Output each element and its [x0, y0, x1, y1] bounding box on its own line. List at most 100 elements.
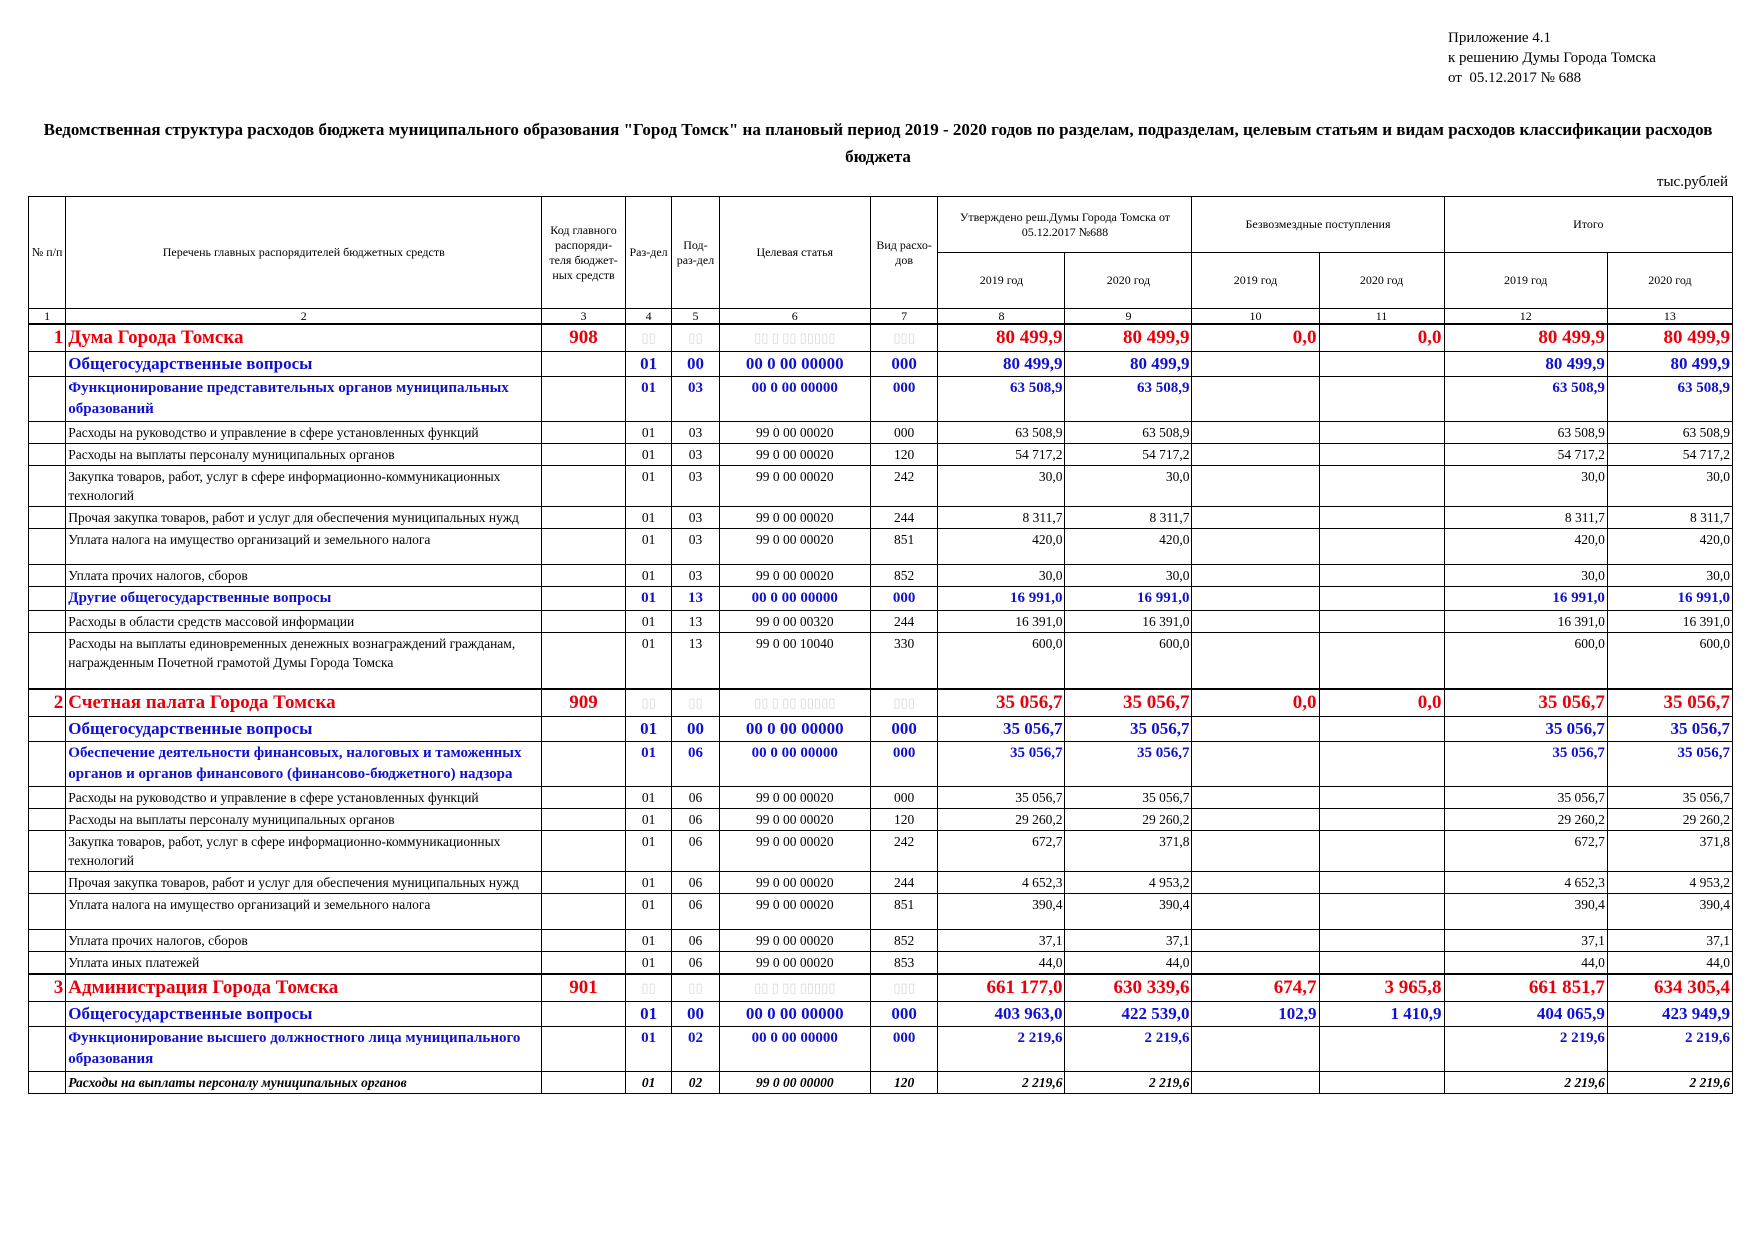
row-statya: 99 0 00 00020	[718, 465, 871, 507]
row-approved-2019: 672,7	[937, 829, 1066, 872]
column-number: 2	[65, 308, 543, 325]
row-free-2019	[1191, 351, 1320, 377]
row-name: Другие общегосударственные вопросы	[65, 586, 543, 611]
column-number-row: 1 2 3 4 5 6 7 8 9 10 11 12 13	[27, 308, 1734, 325]
column-number: 11	[1318, 308, 1445, 325]
row-vid: ▯▯▯	[869, 687, 939, 717]
row-vid: 330	[869, 632, 939, 689]
row-approved-2020: 29 260,2	[1064, 807, 1193, 831]
row-free-2019	[1191, 564, 1320, 587]
row-statya: 00 0 00 00000	[718, 586, 871, 611]
row-name: Прочая закупка товаров, работ и услуг дл…	[65, 870, 543, 894]
row-approved-2020: 35 056,7	[1064, 785, 1193, 809]
row-free-2020	[1318, 740, 1445, 787]
row-approved-2019: 2 219,6	[937, 1070, 1066, 1094]
row-name: Закупка товаров, работ, услуг в сфере ин…	[65, 465, 543, 507]
row-number	[27, 586, 67, 611]
budget-table: № п/п Перечень главных распорядителей бю…	[27, 196, 1734, 1094]
row-code	[541, 586, 626, 611]
row-approved-2019: 661 177,0	[937, 972, 1066, 1002]
row-razdel: 01	[624, 892, 673, 930]
row-approved-2020: 8 311,7	[1064, 506, 1193, 529]
row-number	[27, 443, 67, 466]
row-code	[541, 829, 626, 872]
row-razdel: 01	[624, 950, 673, 974]
row-vid: 000	[869, 740, 939, 787]
row-approved-2020: 63 508,9	[1064, 376, 1193, 422]
row-free-2019	[1191, 807, 1320, 831]
row-vid: 000	[869, 586, 939, 611]
row-vid: 851	[869, 528, 939, 565]
row-razdel: 01	[624, 715, 673, 742]
row-razdel: 01	[624, 1070, 673, 1094]
row-name: Администрация Города Томска	[65, 972, 543, 1002]
row-razdel: 01	[624, 421, 673, 444]
row-code	[541, 443, 626, 466]
row-approved-2019: 35 056,7	[937, 687, 1066, 717]
row-free-2019: 102,9	[1191, 1000, 1320, 1027]
row-razdel: 01	[624, 465, 673, 507]
row-name: Функционирование представительных органо…	[65, 376, 543, 422]
row-vid: 000	[869, 421, 939, 444]
row-approved-2019: 80 499,9	[937, 323, 1066, 352]
row-total-2019: 390,4	[1443, 892, 1608, 930]
row-total-2020: 29 260,2	[1606, 807, 1734, 831]
row-podrazdel: 03	[671, 421, 720, 444]
row-razdel: 01	[624, 1025, 673, 1072]
table-row: Прочая закупка товаров, работ и услуг дл…	[27, 870, 1734, 894]
row-total-2020: 420,0	[1606, 528, 1734, 565]
row-approved-2019: 63 508,9	[937, 376, 1066, 422]
row-statya: 99 0 00 00020	[718, 950, 871, 974]
row-name: Дума Города Томска	[65, 323, 543, 352]
row-podrazdel: 06	[671, 928, 720, 952]
row-vid: 000	[869, 1000, 939, 1027]
column-number: 3	[541, 308, 626, 325]
row-free-2020	[1318, 465, 1445, 507]
row-code	[541, 950, 626, 974]
row-approved-2019: 54 717,2	[937, 443, 1066, 466]
row-vid: 853	[869, 950, 939, 974]
row-free-2020	[1318, 351, 1445, 377]
header-name: Перечень главных распорядителей бюджетны…	[65, 196, 543, 309]
row-approved-2020: 80 499,9	[1064, 351, 1193, 377]
row-total-2019: 420,0	[1443, 528, 1608, 565]
column-number: 8	[937, 308, 1066, 325]
row-approved-2020: 30,0	[1064, 465, 1193, 507]
row-razdel: ▯▯	[624, 323, 673, 352]
row-podrazdel: 03	[671, 376, 720, 422]
row-vid: 852	[869, 928, 939, 952]
section-row: Общегосударственные вопросы 01 00 00 0 00 0…	[27, 715, 1734, 742]
row-name: Общегосударственные вопросы	[65, 715, 543, 742]
row-total-2019: 661 851,7	[1443, 972, 1608, 1002]
table-row: Уплата иных платежей 01 06 99 0 00 00020 853…	[27, 950, 1734, 974]
row-approved-2020: 390,4	[1064, 892, 1193, 930]
row-total-2020: 16 991,0	[1606, 586, 1734, 611]
row-approved-2020: 30,0	[1064, 564, 1193, 587]
row-name: Уплата налога на имущество организаций и…	[65, 892, 543, 930]
row-free-2019	[1191, 740, 1320, 787]
column-number: 7	[869, 308, 939, 325]
row-free-2019	[1191, 610, 1320, 633]
row-podrazdel: 06	[671, 870, 720, 894]
table-row: Расходы на руководство и управление в сф…	[27, 421, 1734, 444]
row-statya: 99 0 00 00020	[718, 870, 871, 894]
table-row: Расходы на выплаты персоналу муниципальн…	[27, 1070, 1734, 1094]
row-free-2020: 0,0	[1318, 323, 1445, 352]
row-podrazdel: 02	[671, 1070, 720, 1094]
column-number: 13	[1606, 308, 1734, 325]
row-code: 909	[541, 687, 626, 717]
row-total-2020: 423 949,9	[1606, 1000, 1734, 1027]
row-approved-2020: 2 219,6	[1064, 1070, 1193, 1094]
row-name: Уплата прочих налогов, сборов	[65, 564, 543, 587]
row-number	[27, 610, 67, 633]
header-statya: Целевая статья	[718, 196, 871, 309]
row-podrazdel: 03	[671, 528, 720, 565]
row-podrazdel: 06	[671, 807, 720, 831]
row-name: Расходы на выплаты персоналу муниципальн…	[65, 1070, 543, 1094]
header-year: 2019 год	[937, 252, 1066, 309]
row-name: Обеспечение деятельности финансовых, нал…	[65, 740, 543, 787]
header-total: Итого	[1443, 196, 1734, 253]
table-row: Расходы на выплаты единовременных денежн…	[27, 632, 1734, 689]
row-razdel: 01	[624, 443, 673, 466]
row-free-2020	[1318, 610, 1445, 633]
